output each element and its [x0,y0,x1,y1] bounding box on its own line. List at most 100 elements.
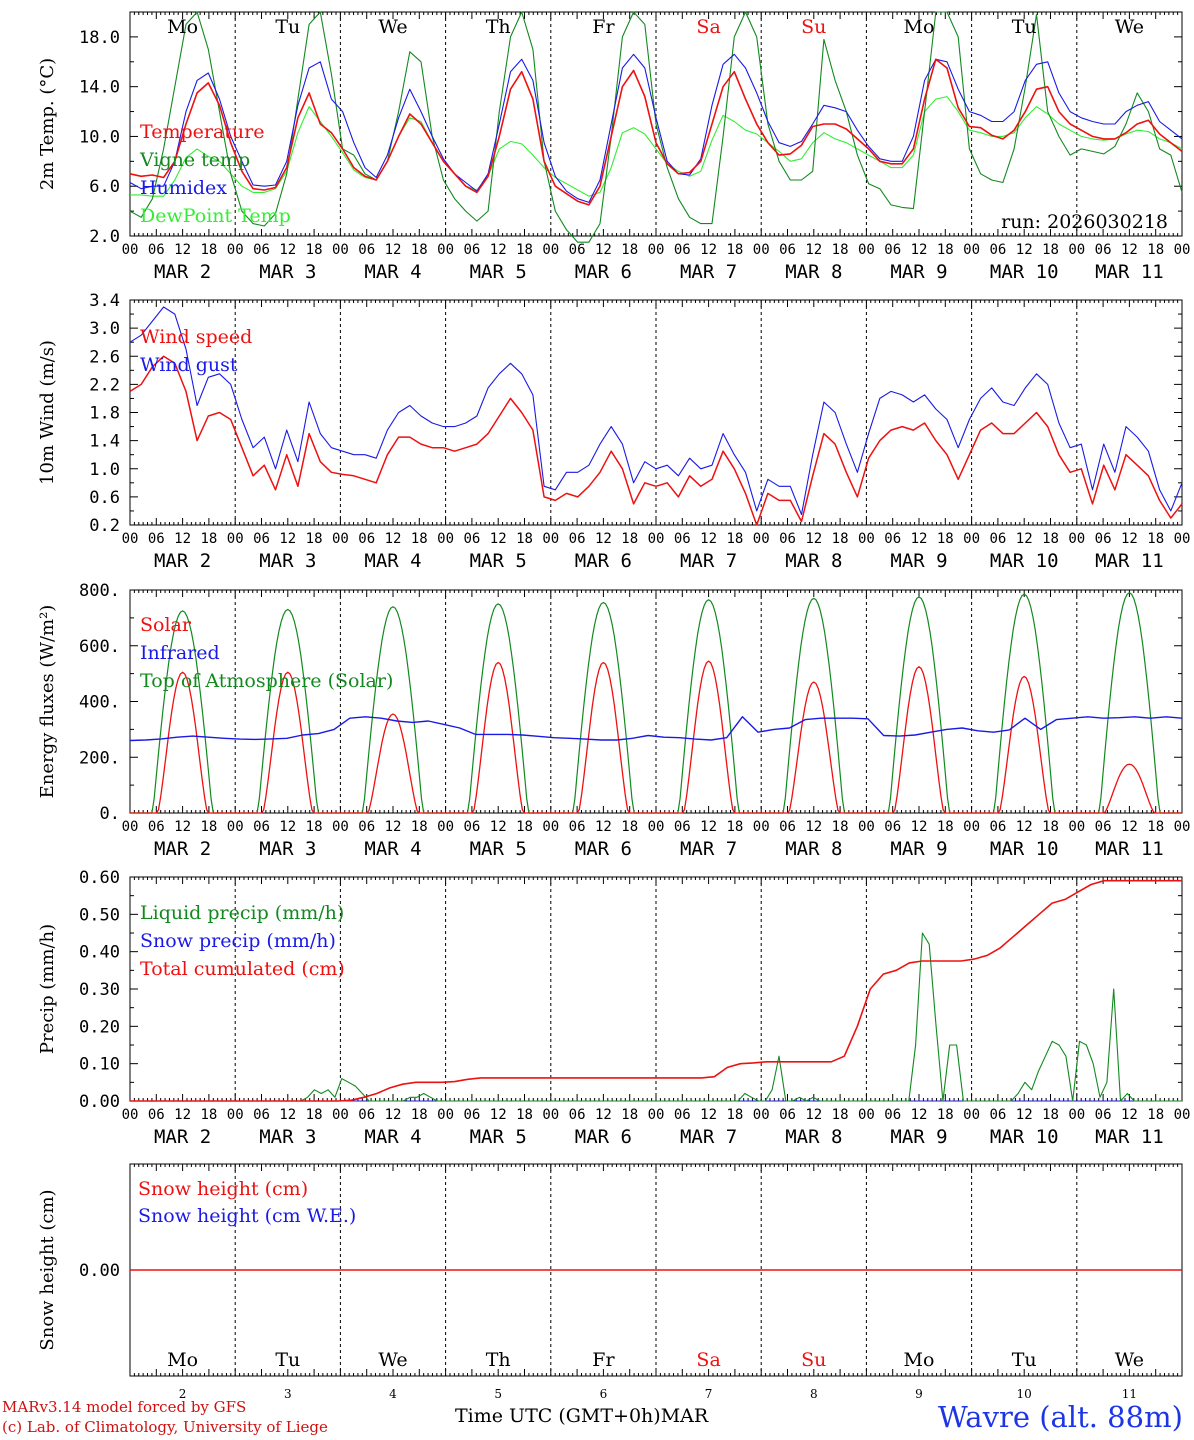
day-number-label: 9 [915,1387,923,1401]
hour-tick-label: 12 [279,531,296,547]
hour-tick-label: 06 [989,1107,1006,1123]
hour-tick-label: 00 [753,819,770,835]
hour-tick-label: 00 [542,242,559,258]
hour-tick-label: 06 [253,1107,270,1123]
date-label: MAR 10 [990,838,1059,860]
hour-tick-label: 06 [884,242,901,258]
hour-tick-label: 06 [569,819,586,835]
hour-tick-label: 18 [832,1107,849,1123]
date-label: MAR 6 [575,550,632,572]
y-tick-label: 0.50 [79,905,120,925]
hour-tick-label: 12 [700,819,717,835]
hour-tick-label: 18 [621,819,638,835]
legend-solar: Solar [140,614,192,636]
hour-tick-label: 12 [911,531,928,547]
hour-tick-label: 12 [490,819,507,835]
hour-tick-label: 18 [621,1107,638,1123]
hour-tick-label: 12 [805,531,822,547]
weekday-label: Su [801,16,826,38]
date-label: MAR 11 [1095,550,1164,572]
hour-tick-label: 00 [437,531,454,547]
hour-tick-label: 06 [674,1107,691,1123]
series-line-wind-gust [129,306,1183,516]
date-label: MAR 7 [680,550,737,572]
date-label: MAR 3 [259,838,316,860]
hour-tick-label: 06 [569,1107,586,1123]
hour-tick-label: 12 [1121,819,1138,835]
series-line-total-cumulated-cm- [130,879,1182,1102]
hour-tick-label: 12 [595,819,612,835]
hour-tick-label: 12 [490,1107,507,1123]
hour-tick-label: 00 [332,531,349,547]
series-line-liquid-precip-mm-h- [130,932,1182,1102]
y-tick-label: 0. [100,804,120,824]
y-tick-label: 0.00 [79,1261,120,1281]
hour-tick-label: 18 [832,531,849,547]
date-label: MAR 11 [1095,838,1164,860]
day-number-label: 8 [810,1387,818,1401]
hour-tick-label: 06 [358,531,375,547]
hour-tick-label: 18 [937,531,954,547]
weekday-label: Tu [1012,1349,1037,1371]
hour-tick-label: 12 [385,1107,402,1123]
hour-tick-label: 18 [200,819,217,835]
date-label: MAR 8 [785,1126,842,1148]
hour-tick-label: 18 [1042,242,1059,258]
day-number-label: 10 [1017,1387,1032,1401]
hour-tick-label: 06 [1095,1107,1112,1123]
hour-tick-label: 18 [937,1107,954,1123]
hour-tick-label: 12 [595,1107,612,1123]
hour-tick-label: 06 [148,531,165,547]
legend-top-of-atmosphere-solar: Top of Atmosphere (Solar) [140,670,393,692]
weekday-label: Tu [275,16,300,38]
hour-tick-label: 00 [1068,1107,1085,1123]
date-label: MAR 4 [364,1126,421,1148]
hour-tick-label: 00 [1174,1107,1191,1123]
hour-tick-label: 12 [805,1107,822,1123]
hour-tick-label: 00 [858,819,875,835]
weekday-label: Mo [167,1349,198,1371]
y-axis-label: Energy fluxes (W/m²) [37,605,58,799]
day-number-label: 2 [179,1387,187,1401]
hour-tick-label: 06 [358,242,375,258]
hour-tick-label: 00 [963,1107,980,1123]
hour-tick-label: 12 [1016,242,1033,258]
hour-tick-label: 12 [174,1107,191,1123]
hour-tick-label: 06 [779,242,796,258]
hour-tick-label: 00 [227,819,244,835]
hour-tick-label: 00 [122,242,139,258]
lab-credit-line: (c) Lab. of Climatology, University of L… [2,1418,328,1436]
hour-tick-label: 06 [1095,242,1112,258]
date-label: MAR 7 [680,261,737,283]
hour-tick-label: 12 [595,242,612,258]
run-label: run: 2026030218 [1001,211,1168,233]
legend-snow-precip-mm-h: Snow precip (mm/h) [140,930,336,952]
weekday-label: We [1115,16,1144,38]
hour-tick-label: 18 [200,1107,217,1123]
day-number-label: 7 [705,1387,713,1401]
hour-tick-label: 12 [911,242,928,258]
day-number-label: 3 [284,1387,292,1401]
hour-tick-label: 18 [1147,531,1164,547]
weekday-label: Mo [904,16,935,38]
y-tick-label: 3.0 [89,319,120,339]
day-number-label: 5 [494,1387,502,1401]
hour-tick-label: 12 [1016,1107,1033,1123]
hour-tick-label: 00 [227,242,244,258]
weekday-label: We [1115,1349,1144,1371]
hour-tick-label: 00 [858,531,875,547]
date-label: MAR 8 [785,261,842,283]
hour-tick-label: 12 [1121,531,1138,547]
hour-tick-label: 06 [253,819,270,835]
hour-tick-label: 00 [437,1107,454,1123]
y-tick-label: 400. [79,693,120,713]
date-label: MAR 3 [259,261,316,283]
legend-humidex: Humidex [140,177,227,199]
hour-tick-label: 00 [963,531,980,547]
hour-tick-label: 12 [1121,242,1138,258]
date-label: MAR 4 [364,550,421,572]
date-label: MAR 9 [890,261,947,283]
hour-tick-label: 18 [200,531,217,547]
hour-tick-label: 06 [253,531,270,547]
